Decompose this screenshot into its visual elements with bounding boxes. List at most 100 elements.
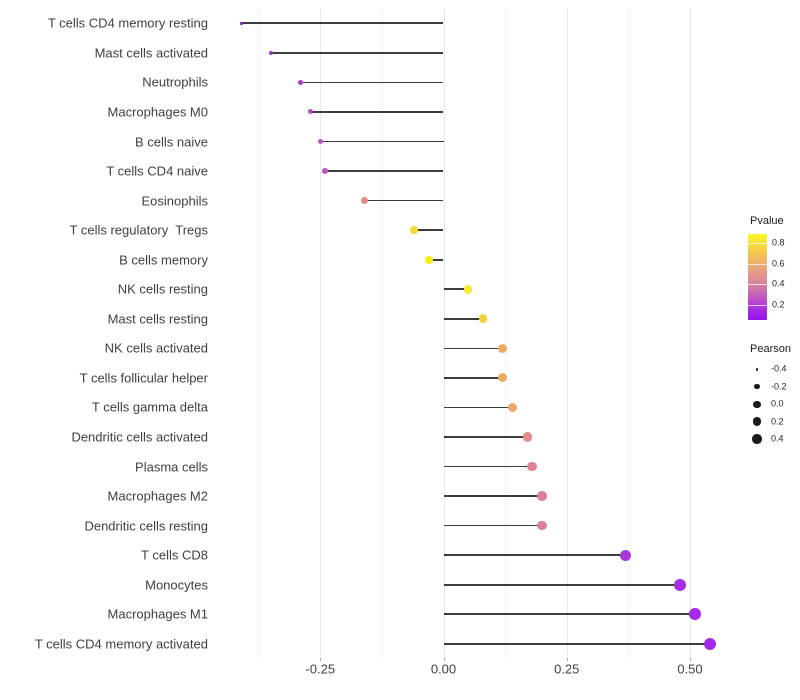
x-axis-tick-label: 0.50 [677, 661, 703, 676]
data-point [674, 578, 686, 591]
y-axis-label: Monocytes [145, 577, 208, 593]
lollipop-stem [428, 258, 444, 261]
y-axis-label: Macrophages M1 [107, 606, 208, 622]
y-axis-label: B cells memory [119, 252, 208, 268]
x-axis-tick-label: -0.25 [305, 661, 336, 676]
data-point [410, 226, 418, 234]
data-point [240, 22, 243, 25]
legend-pvalue-title: Pvalue [750, 215, 784, 227]
colorbar-tick [748, 243, 767, 245]
pvalue-colorbar [748, 234, 767, 320]
y-axis-label: T cells CD4 naive [106, 163, 208, 179]
lollipop-stem [443, 643, 710, 645]
lollipop-stem [241, 22, 444, 25]
data-point [361, 197, 368, 204]
colorbar-tick [748, 263, 767, 265]
y-axis-label: Mast cells resting [107, 311, 208, 327]
y-axis-label: Dendritic cells activated [71, 429, 208, 445]
data-point [498, 373, 508, 383]
data-point [620, 549, 632, 561]
y-axis-label: Mast cells activated [94, 45, 208, 61]
lollipop-stem [310, 111, 444, 113]
y-axis-label: T cells follicular helper [79, 370, 208, 386]
lollipop-stem [443, 406, 513, 409]
lollipop-stem [443, 317, 483, 320]
lollipop-stem [270, 52, 444, 54]
data-point [507, 402, 518, 413]
lollipop-stem [443, 554, 626, 557]
lollipop-stem [443, 524, 543, 527]
y-axis-label: NK cells activated [104, 340, 208, 356]
lollipop-stem [443, 347, 503, 350]
size-legend-label: -0.4 [771, 363, 787, 374]
y-axis-label: NK cells resting [117, 281, 208, 297]
colorbar-tick-label: 0.2 [772, 299, 785, 310]
data-point [703, 637, 716, 650]
size-legend-label: -0.2 [771, 381, 787, 392]
data-point [537, 491, 547, 501]
size-legend-dot [752, 434, 762, 444]
gridline-major [566, 8, 568, 659]
y-axis-label: B cells naive [135, 134, 208, 149]
y-axis-label: Neutrophils [142, 74, 208, 90]
plot-panel [216, 8, 746, 659]
x-axis-tick [566, 658, 568, 662]
gridline-minor [628, 8, 630, 659]
lollipop-stem [443, 583, 681, 586]
size-legend-dot [752, 417, 762, 426]
gridline-minor [505, 8, 507, 659]
data-point [317, 138, 323, 145]
lollipop-stem [364, 199, 444, 202]
data-point [527, 461, 537, 472]
colorbar-tick-label: 0.4 [772, 278, 785, 289]
lollipop-stem [443, 495, 543, 497]
data-point [478, 314, 488, 324]
x-axis-tick-label: 0.25 [554, 661, 580, 676]
data-point [537, 520, 547, 531]
colorbar-tick-label: 0.8 [772, 237, 785, 248]
gridline-major [443, 8, 445, 659]
size-legend-label: 0.4 [771, 433, 784, 444]
y-axis-label: T cells gamma delta [91, 399, 208, 415]
y-axis-label: Macrophages M2 [107, 488, 208, 504]
size-legend-label: 0.0 [771, 398, 784, 409]
size-legend-label: 0.2 [771, 416, 784, 426]
data-point [498, 343, 508, 353]
lollipop-stem [443, 613, 695, 616]
data-point [424, 255, 433, 264]
data-point [269, 50, 273, 55]
lollipop-stem [443, 436, 528, 438]
lollipop-stem [443, 288, 469, 291]
lollipop-stem [443, 465, 533, 468]
y-axis-label: T cells CD4 memory activated [34, 636, 208, 652]
y-axis-label: Dendritic cells resting [84, 518, 208, 534]
size-legend-dot [753, 400, 761, 408]
data-point [522, 432, 532, 442]
legend-pearson-title: Pearson [750, 343, 791, 355]
colorbar-tick [748, 284, 767, 286]
data-point [307, 109, 313, 115]
lollipop-stem [413, 229, 444, 231]
data-point [689, 608, 701, 621]
colorbar-tick [748, 305, 767, 306]
gridline-major [320, 8, 322, 659]
lollipop-stem [443, 377, 503, 379]
lollipop-stem [300, 81, 444, 84]
gridline-minor [258, 8, 260, 659]
size-legend-dot [754, 384, 760, 390]
y-axis-label: T cells CD8 [141, 547, 208, 563]
data-point [463, 285, 473, 294]
gridline-major [690, 8, 691, 659]
x-axis-tick [690, 658, 691, 662]
x-axis-tick-label: 0.00 [430, 661, 457, 676]
x-axis-tick [320, 658, 322, 662]
data-point [298, 80, 303, 85]
lollipop-stem [325, 170, 444, 172]
y-axis-label: Eosinophils [141, 193, 209, 209]
size-legend-dot [755, 367, 759, 371]
y-axis-label: Plasma cells [135, 459, 208, 475]
x-axis-tick [443, 658, 445, 662]
colorbar-tick-label: 0.6 [772, 258, 785, 269]
y-axis-label: Macrophages M0 [107, 104, 208, 120]
